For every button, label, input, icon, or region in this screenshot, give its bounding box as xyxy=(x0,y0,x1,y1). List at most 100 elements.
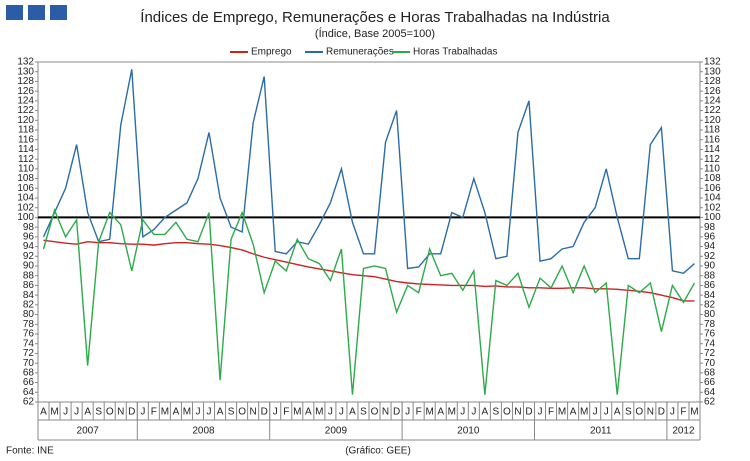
y-tick-label: 66 xyxy=(23,377,35,388)
y-tick-label: 88 xyxy=(23,270,35,281)
year-label: 2009 xyxy=(325,426,348,437)
y2-tick-label: 126 xyxy=(704,86,721,97)
y-tick-label: 96 xyxy=(23,231,35,242)
y2-tick-label: 110 xyxy=(704,163,720,174)
y2-tick-label: 94 xyxy=(704,241,716,252)
y-tick-label: 98 xyxy=(23,222,35,233)
y-tick-label: 118 xyxy=(18,125,34,136)
y2-tick-label: 90 xyxy=(704,261,716,272)
year-label: 2012 xyxy=(672,426,695,437)
x-tick-label: A xyxy=(349,407,356,418)
series-line xyxy=(42,69,695,275)
x-tick-label: F xyxy=(548,407,554,418)
x-tick-label: A xyxy=(437,407,444,418)
x-tick-label: O xyxy=(106,407,114,418)
chart-subtitle: (Índice, Base 2005=100) xyxy=(315,27,435,40)
chart-title: Índices de Emprego, Remunerações e Horas… xyxy=(140,9,610,26)
x-tick-label: J xyxy=(460,407,465,418)
x-tick-label: J xyxy=(339,407,344,418)
legend-label: Remunerações xyxy=(326,47,394,58)
x-tick-label: F xyxy=(283,407,289,418)
y2-tick-label: 84 xyxy=(704,290,716,301)
year-label: 2010 xyxy=(457,426,480,437)
y-tick-label: 116 xyxy=(18,134,34,145)
y-tick-label: 104 xyxy=(17,193,34,204)
x-tick-label: J xyxy=(670,407,675,418)
x-tick-label: D xyxy=(525,407,532,418)
x-tick-label: O xyxy=(238,407,246,418)
x-tick-label: J xyxy=(207,407,212,418)
year-label: 2007 xyxy=(77,426,100,437)
source: Fonte: INE xyxy=(6,446,54,457)
y2-tick-label: 96 xyxy=(704,231,716,242)
y-tick-label: 62 xyxy=(23,397,35,408)
y2-tick-label: 128 xyxy=(704,76,721,87)
x-tick-label: F xyxy=(416,407,422,418)
x-tick-label: S xyxy=(493,407,500,418)
x-tick-label: S xyxy=(625,407,632,418)
logo-block xyxy=(6,5,23,20)
logo-block xyxy=(50,5,67,20)
y-tick-label: 108 xyxy=(17,173,34,184)
x-tick-label: M xyxy=(293,407,301,418)
credit: (Gráfico: GEE) xyxy=(345,446,411,457)
legend-label: Horas Trabalhadas xyxy=(413,47,498,58)
year-label: 2008 xyxy=(192,426,215,437)
y2-tick-label: 70 xyxy=(704,358,716,369)
x-tick-label: A xyxy=(40,407,47,418)
x-tick-label: J xyxy=(195,407,200,418)
y2-tick-label: 64 xyxy=(704,387,716,398)
x-tick-label: D xyxy=(393,407,400,418)
y2-tick-label: 82 xyxy=(704,299,716,310)
y2-tick-label: 130 xyxy=(704,66,721,77)
series-line xyxy=(42,208,696,395)
y-tick-label: 110 xyxy=(18,163,34,174)
y2-tick-label: 80 xyxy=(704,309,716,320)
y-tick-label: 70 xyxy=(23,358,35,369)
x-tick-label: M xyxy=(580,407,588,418)
y2-tick-label: 132 xyxy=(704,57,721,68)
x-tick-label: M xyxy=(558,407,566,418)
x-tick-label: N xyxy=(250,407,257,418)
y-tick-label: 94 xyxy=(23,241,35,252)
x-tick-label: M xyxy=(690,407,698,418)
logo-block xyxy=(28,5,45,20)
x-tick-label: J xyxy=(405,407,410,418)
y-tick-label: 130 xyxy=(17,66,34,77)
x-tick-label: M xyxy=(161,407,169,418)
plot-frame xyxy=(37,61,701,403)
y2-tick-label: 78 xyxy=(704,319,716,330)
x-tick-label: O xyxy=(371,407,379,418)
x-tick-label: M xyxy=(426,407,434,418)
y-tick-label: 132 xyxy=(17,57,34,68)
x-tick-label: J xyxy=(538,407,543,418)
y2-tick-label: 120 xyxy=(704,115,721,126)
y-tick-label: 120 xyxy=(17,115,34,126)
y-tick-label: 68 xyxy=(23,367,35,378)
x-tick-label: F xyxy=(151,407,157,418)
y2-tick-label: 106 xyxy=(704,183,721,194)
x-tick-label: D xyxy=(658,407,665,418)
y-tick-label: 78 xyxy=(23,319,35,330)
y2-tick-label: 104 xyxy=(704,193,721,204)
series-line xyxy=(43,239,695,302)
y-tick-label: 126 xyxy=(17,86,34,97)
x-tick-label: A xyxy=(614,407,621,418)
x-tick-label: J xyxy=(471,407,476,418)
y-tick-label: 82 xyxy=(23,299,35,310)
year-label: 2011 xyxy=(590,426,612,437)
y-tick-label: 86 xyxy=(23,280,35,291)
y2-tick-label: 88 xyxy=(704,270,716,281)
y2-tick-label: 62 xyxy=(704,397,716,408)
x-tick-label: S xyxy=(95,407,102,418)
y-tick-label: 74 xyxy=(23,338,35,349)
y2-tick-label: 102 xyxy=(704,202,721,213)
y-tick-label: 64 xyxy=(23,387,35,398)
y2-tick-label: 66 xyxy=(704,377,716,388)
x-tick-label: F xyxy=(680,407,686,418)
x-tick-label: J xyxy=(604,407,609,418)
y-tick-label: 106 xyxy=(17,183,34,194)
y2-tick-label: 92 xyxy=(704,251,716,262)
x-tick-label: O xyxy=(635,407,643,418)
